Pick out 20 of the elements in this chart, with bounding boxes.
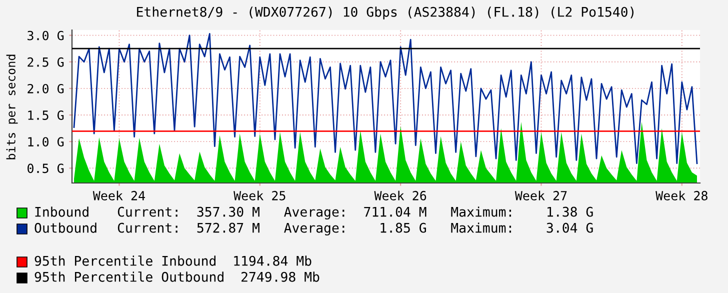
legend-label: Inbound	[35, 206, 88, 217]
y-tick-label: 1.0 G	[28, 137, 64, 147]
y-tick-label: 0.5 G	[28, 164, 64, 174]
y-tick-label: 3.0 G	[28, 30, 64, 40]
legend-label: 95th Percentile Outbound 2749.98 Mb	[34, 272, 320, 282]
x-tick-label: Week 27	[514, 190, 567, 200]
text: Current: 357.30 M Average: 711.04 M Maximum: 1.38 G	[118, 206, 593, 220]
legend-label: 95th Percentile Inbound 1194.84 Mb	[34, 256, 312, 266]
x-tick-label: Week 25	[234, 190, 286, 200]
chart-title: Ethernet8/9 - (WDX077267) 10 Gbps (AS23884) (FL.18) (L2 Po1540)	[137, 6, 634, 20]
y-tick-label: 2.0 G	[28, 84, 64, 94]
legend-label: Outbound	[34, 222, 96, 233]
x-tick-label: Week 26	[374, 190, 426, 200]
y-tick-label: 2.5 G	[28, 57, 64, 67]
x-tick-label: Week 24	[92, 190, 145, 200]
x-tick-label: Week 28	[656, 190, 708, 200]
line-series	[73, 33, 698, 164]
y-axis-title: bits per second	[6, 54, 18, 160]
text: Current: 572.87 M Average: 1.85 G Maximum: 3.04 G	[118, 222, 593, 236]
y-tick-label: 1.5 G	[28, 110, 64, 120]
